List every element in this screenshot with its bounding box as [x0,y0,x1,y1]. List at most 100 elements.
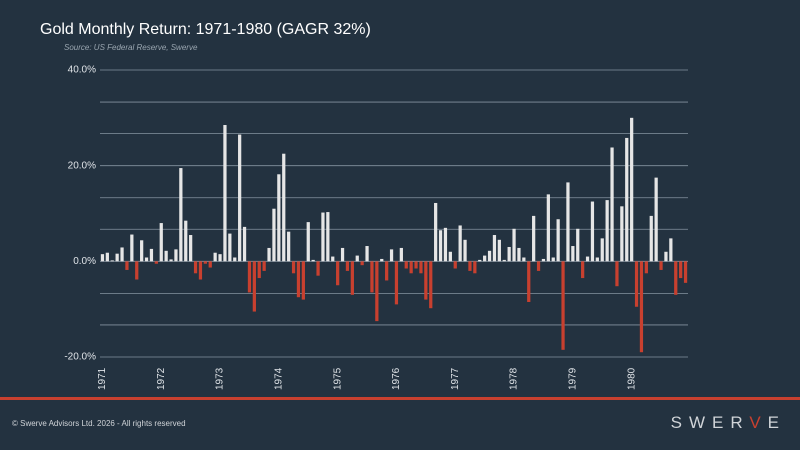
bar [287,231,291,262]
bar [394,261,399,305]
bar [189,235,193,262]
bar [257,261,261,279]
bar [625,137,629,262]
bar [120,247,124,262]
x-tick-label: 1977 [450,367,461,390]
y-tick-label: 20.0% [68,160,96,171]
chart-title: Gold Monthly Return: 1971-1980 (GAGR 32%… [40,21,371,38]
bar [326,212,330,262]
bar [100,254,105,262]
bar [600,238,604,262]
bar [198,261,203,280]
x-tick-label: 1976 [391,367,402,390]
bar [242,226,247,262]
bar [478,259,482,262]
bar [404,261,408,269]
bar [272,208,276,262]
bar [571,246,575,262]
bar [110,260,114,262]
x-tick-label: 1971 [97,367,108,390]
bar [282,153,286,262]
bar [277,174,281,262]
bar [610,147,614,262]
bar [233,257,237,262]
bar [517,247,521,262]
bar [419,261,423,274]
bar [473,261,477,274]
bar [252,261,256,312]
bar [306,222,310,262]
bar [522,257,526,262]
x-tick-label: 1974 [273,367,284,390]
bar [556,219,560,262]
x-tick-label: 1979 [567,367,578,390]
bar [115,253,119,262]
bar [316,261,320,276]
bar [424,261,428,300]
bar [551,257,555,262]
bar [365,246,369,262]
bar [213,252,217,262]
bar [174,249,178,262]
bar [203,261,207,264]
bar [576,228,580,262]
bar [336,261,340,286]
bar [487,250,492,262]
bar [605,200,609,262]
bar [683,261,688,283]
bar [595,257,599,262]
bar [527,261,531,302]
bar [370,261,374,293]
bar [659,261,663,270]
bar [267,247,271,262]
bar [512,228,516,262]
bar [130,234,134,262]
x-tick-label: 1973 [215,367,226,390]
bar [154,261,158,264]
bar [223,125,227,262]
bar [644,261,648,274]
bar [389,249,394,262]
x-tick-label: 1975 [332,367,343,390]
bar [311,259,315,262]
bar [502,259,506,262]
bar [581,261,585,279]
bar [238,134,242,262]
bar [331,256,335,262]
copyright: © Swerve Advisors Ltd. 2026 - All rights… [12,419,186,428]
bar [159,223,163,262]
bar [135,261,139,280]
bar [590,201,595,262]
bar [679,261,683,279]
bar [144,257,149,262]
bar [247,261,252,293]
bar [208,261,212,268]
bar [654,177,658,262]
bar [105,252,109,262]
bar [546,194,550,262]
bar [532,215,536,262]
bar [664,251,668,262]
bar [620,206,624,262]
y-tick-label: 40.0% [68,65,96,76]
bar [497,239,501,262]
bar [585,256,590,262]
x-tick-label: 1978 [509,367,520,390]
bar [350,261,354,295]
bar [340,247,345,262]
bar [492,235,497,262]
bar [434,202,438,262]
bar [483,255,487,262]
bar [463,239,467,262]
bar [164,250,168,262]
x-tick-label: 1972 [156,367,167,390]
bar [561,261,565,350]
bar [380,258,384,262]
bar [458,225,462,262]
bar [399,247,403,262]
bar [301,261,305,300]
bar [262,261,266,271]
bar [169,259,173,262]
